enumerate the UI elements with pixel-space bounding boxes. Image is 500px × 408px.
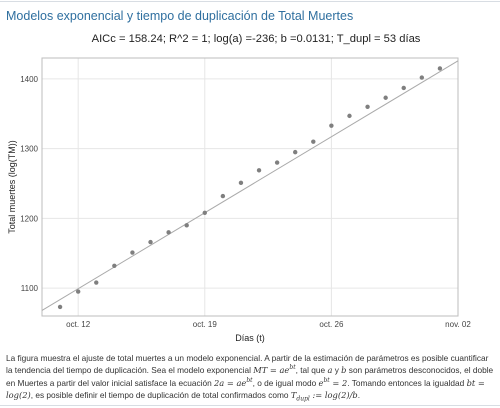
data-point-20 [419, 75, 425, 80]
data-point-11 [256, 168, 262, 173]
data-point-7 [184, 223, 189, 228]
caption-text-1: La figura muestra el ajuste de total mue… [6, 353, 489, 376]
caption-text-5: , o de igual modo [252, 377, 319, 388]
y-tick-label-1: 1200 [20, 214, 38, 223]
caption-text-6: . Tomando entonces la igualdad [347, 377, 467, 388]
symbol-a: a [327, 365, 333, 376]
y-axis-label: Total muertes (log(TM)) [7, 140, 17, 234]
formula-doubling-base: 2a = ae [214, 377, 247, 388]
data-point-3 [112, 263, 117, 268]
formula-model-exponent: bt [289, 364, 296, 372]
x-tick-label-1: oct. 19 [193, 320, 218, 329]
top-divider [0, 1, 500, 2]
symbol-b: b [341, 365, 347, 376]
chart-container: AICc = 158.24; R^2 = 1; log(a) =-236; b … [0, 26, 500, 348]
formula-tdupl-base: T [290, 390, 297, 401]
chart-title: AICc = 158.24; R^2 = 1; log(a) =-236; b … [92, 33, 421, 45]
formula-tdupl-tail: := log(2)/b [309, 390, 358, 401]
data-point-13 [293, 149, 298, 155]
data-point-5 [148, 239, 153, 245]
formula-tdupl: Tdupl := log(2)/b [290, 390, 358, 403]
data-point-21 [437, 66, 443, 71]
formula-equivalent-tail: = 2 [329, 377, 348, 388]
bottom-divider [0, 405, 500, 406]
x-tick-label-3: nov. 02 [445, 320, 471, 329]
data-point-0 [57, 304, 63, 310]
y-tick-label-2: 1300 [20, 145, 38, 154]
data-point-4 [130, 250, 135, 255]
fit-line [41, 60, 459, 311]
data-point-1 [75, 289, 81, 294]
y-tick-label-0: 1100 [21, 284, 39, 293]
caption-text-4: son parámetros desconocidos, el doble en… [6, 365, 494, 388]
caption-text-2: , tal que [295, 365, 328, 376]
caption-paragraph: La figura muestra el ajuste de total mue… [6, 352, 496, 402]
plot-frame [41, 57, 459, 317]
data-point-9 [220, 193, 226, 199]
data-point-10 [238, 180, 244, 186]
x-axis-label: Días (t) [235, 333, 265, 343]
caption-text-7: , es posible definir el tiempo de duplic… [30, 390, 291, 401]
data-point-18 [383, 95, 388, 100]
formula-model-base: MT = ae [253, 365, 290, 376]
data-point-14 [311, 139, 316, 144]
caption-text-3: y [332, 365, 342, 376]
formula-tdupl-subscript: dupl [296, 395, 310, 403]
exponential-fit-chart: AICc = 158.24; R^2 = 1; log(a) =-236; b … [7, 33, 471, 343]
data-point-19 [401, 85, 406, 91]
formula-model: MT = aebt [253, 365, 295, 375]
section-title: Modelos exponencial y tiempo de duplicac… [6, 9, 354, 23]
x-tick-label-2: oct. 26 [319, 320, 344, 329]
data-point-12 [274, 160, 280, 165]
formula-equivalent: ebt = 2 [319, 378, 348, 388]
formula-doubling-exponent: bt [246, 377, 253, 385]
formula-equality: bt = log(2) [6, 377, 485, 401]
plot-area [42, 58, 458, 316]
data-point-2 [94, 280, 99, 285]
data-point-6 [166, 230, 171, 235]
formula-equivalent-exponent: bt [323, 377, 330, 385]
data-point-17 [365, 104, 370, 110]
data-point-8 [202, 210, 207, 215]
data-point-15 [329, 123, 334, 128]
x-tick-label-0: oct. 12 [66, 320, 91, 329]
formula-doubling: 2a = aebt [214, 378, 253, 388]
y-tick-label-3: 1400 [20, 75, 38, 84]
data-point-16 [347, 113, 352, 119]
formula-equivalent-base: e [318, 377, 324, 388]
caption-text-8: . [357, 390, 361, 401]
